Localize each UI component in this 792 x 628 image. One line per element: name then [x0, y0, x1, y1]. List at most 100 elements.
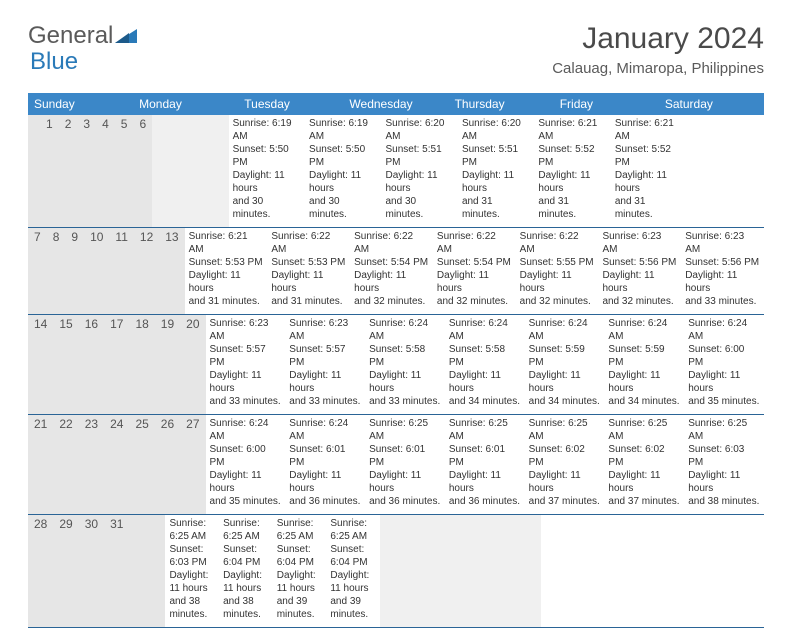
day-sunset: Sunset: 6:02 PM — [608, 443, 680, 469]
day-sunset: Sunset: 5:59 PM — [529, 343, 601, 369]
day-d1: Daylight: 11 hours — [271, 269, 346, 295]
day-sunset: Sunset: 5:57 PM — [210, 343, 282, 369]
day-d1: Daylight: 11 hours — [354, 269, 429, 295]
day-sunrise: Sunrise: 6:21 AM — [615, 117, 683, 143]
day-cell-empty — [487, 515, 541, 627]
day-number: 27 — [180, 415, 205, 514]
day-d1: Daylight: 11 hours — [688, 469, 760, 495]
day-d2: and 36 minutes. — [369, 495, 441, 508]
day-d1: Daylight: 11 hours — [289, 369, 361, 395]
day-cell: Sunrise: 6:24 AMSunset: 5:58 PMDaylight:… — [445, 315, 525, 414]
day-sunrise: Sunrise: 6:25 AM — [223, 517, 269, 543]
week-row: 78910111213Sunrise: 6:21 AMSunset: 5:53 … — [28, 228, 764, 315]
day-cell: Sunrise: 6:24 AMSunset: 5:59 PMDaylight:… — [525, 315, 605, 414]
day-cell: Sunrise: 6:23 AMSunset: 5:56 PMDaylight:… — [681, 228, 764, 314]
day-d2: and 33 minutes. — [210, 395, 282, 408]
day-sunset: Sunset: 6:03 PM — [688, 443, 760, 469]
day-sunrise: Sunrise: 6:21 AM — [189, 230, 264, 256]
day-sunrise: Sunrise: 6:25 AM — [529, 417, 601, 443]
day-number: 24 — [104, 415, 129, 514]
day-cell: Sunrise: 6:20 AMSunset: 5:51 PMDaylight:… — [381, 115, 457, 227]
day-d1: Daylight: 11 hours — [369, 369, 441, 395]
day-d2: and 35 minutes. — [688, 395, 760, 408]
day-d1: Daylight: 11 hours — [615, 169, 683, 195]
day-cell: Sunrise: 6:24 AMSunset: 6:00 PMDaylight:… — [206, 415, 286, 514]
day-header: Wednesday — [343, 93, 448, 115]
day-d1: Daylight: 11 hours — [538, 169, 606, 195]
day-sunset: Sunset: 5:52 PM — [538, 143, 606, 169]
day-number: 29 — [53, 515, 78, 627]
day-sunset: Sunset: 5:54 PM — [354, 256, 429, 269]
day-sunrise: Sunrise: 6:23 AM — [685, 230, 760, 256]
day-number: 18 — [129, 315, 154, 414]
day-d2: and 37 minutes. — [529, 495, 601, 508]
day-number: 4 — [96, 115, 115, 227]
day-cell: Sunrise: 6:25 AMSunset: 6:02 PMDaylight:… — [604, 415, 684, 514]
day-sunrise: Sunrise: 6:22 AM — [354, 230, 429, 256]
day-number: 10 — [84, 228, 109, 314]
day-sunset: Sunset: 5:53 PM — [271, 256, 346, 269]
day-d2: and 30 minutes. — [233, 195, 301, 221]
day-d1: Daylight: 11 hours — [608, 369, 680, 395]
day-cell: Sunrise: 6:21 AMSunset: 5:53 PMDaylight:… — [185, 228, 268, 314]
day-number: 9 — [65, 228, 84, 314]
day-cell: Sunrise: 6:19 AMSunset: 5:50 PMDaylight:… — [229, 115, 305, 227]
day-d1: Daylight: 11 hours — [462, 169, 530, 195]
day-sunrise: Sunrise: 6:21 AM — [538, 117, 606, 143]
day-sunrise: Sunrise: 6:25 AM — [449, 417, 521, 443]
day-d1: Daylight: 11 hours — [529, 469, 601, 495]
day-cell: Sunrise: 6:25 AMSunset: 6:03 PMDaylight:… — [165, 515, 219, 627]
day-sunset: Sunset: 5:56 PM — [685, 256, 760, 269]
day-sunset: Sunset: 6:01 PM — [289, 443, 361, 469]
day-d1: Daylight: 11 hours — [520, 269, 595, 295]
week-row: 14151617181920Sunrise: 6:23 AMSunset: 5:… — [28, 315, 764, 415]
day-sunrise: Sunrise: 6:19 AM — [309, 117, 377, 143]
day-d2: and 31 minutes. — [271, 295, 346, 308]
day-sunset: Sunset: 6:01 PM — [449, 443, 521, 469]
logo: General — [28, 22, 137, 50]
day-number: 25 — [129, 415, 154, 514]
day-sunset: Sunset: 5:58 PM — [449, 343, 521, 369]
day-number: 15 — [53, 315, 78, 414]
day-d2: and 31 minutes. — [462, 195, 530, 221]
day-header: Thursday — [449, 93, 554, 115]
week-row: 21222324252627Sunrise: 6:24 AMSunset: 6:… — [28, 415, 764, 515]
day-number: 30 — [79, 515, 104, 627]
day-number: 7 — [28, 228, 47, 314]
day-sunrise: Sunrise: 6:20 AM — [385, 117, 453, 143]
day-sunset: Sunset: 6:03 PM — [169, 543, 215, 569]
title-block: January 2024 Calauag, Mimaropa, Philippi… — [552, 22, 764, 77]
day-cell-empty — [434, 515, 488, 627]
day-d2: and 32 minutes. — [354, 295, 429, 308]
day-sunrise: Sunrise: 6:22 AM — [520, 230, 595, 256]
day-d2: and 30 minutes. — [309, 195, 377, 221]
day-header: Friday — [554, 93, 659, 115]
week-row: 28293031Sunrise: 6:25 AMSunset: 6:03 PMD… — [28, 515, 764, 628]
day-header-row: SundayMondayTuesdayWednesdayThursdayFrid… — [28, 93, 764, 115]
day-d1: Daylight: 11 hours — [449, 369, 521, 395]
day-sunset: Sunset: 5:58 PM — [369, 343, 441, 369]
calendar: SundayMondayTuesdayWednesdayThursdayFrid… — [28, 93, 764, 628]
day-number: 28 — [28, 515, 53, 627]
day-sunset: Sunset: 5:55 PM — [520, 256, 595, 269]
day-d2: and 32 minutes. — [520, 295, 595, 308]
day-sunset: Sunset: 6:04 PM — [277, 543, 323, 569]
day-d1: Daylight: 11 hours — [277, 569, 323, 595]
day-number — [129, 515, 141, 627]
day-sunset: Sunset: 6:04 PM — [330, 543, 376, 569]
day-d1: Daylight: 11 hours — [223, 569, 269, 595]
day-sunset: Sunset: 6:00 PM — [688, 343, 760, 369]
day-number: 17 — [104, 315, 129, 414]
day-cell: Sunrise: 6:25 AMSunset: 6:04 PMDaylight:… — [326, 515, 380, 627]
day-d1: Daylight: 11 hours — [369, 469, 441, 495]
header: General January 2024 Calauag, Mimaropa, … — [28, 22, 764, 77]
day-number — [141, 515, 153, 627]
day-d1: Daylight: 11 hours — [685, 269, 760, 295]
day-header: Tuesday — [238, 93, 343, 115]
day-sunrise: Sunrise: 6:24 AM — [289, 417, 361, 443]
day-number: 14 — [28, 315, 53, 414]
day-d2: and 33 minutes. — [685, 295, 760, 308]
day-number: 5 — [115, 115, 134, 227]
day-d2: and 31 minutes. — [615, 195, 683, 221]
day-d2: and 34 minutes. — [608, 395, 680, 408]
